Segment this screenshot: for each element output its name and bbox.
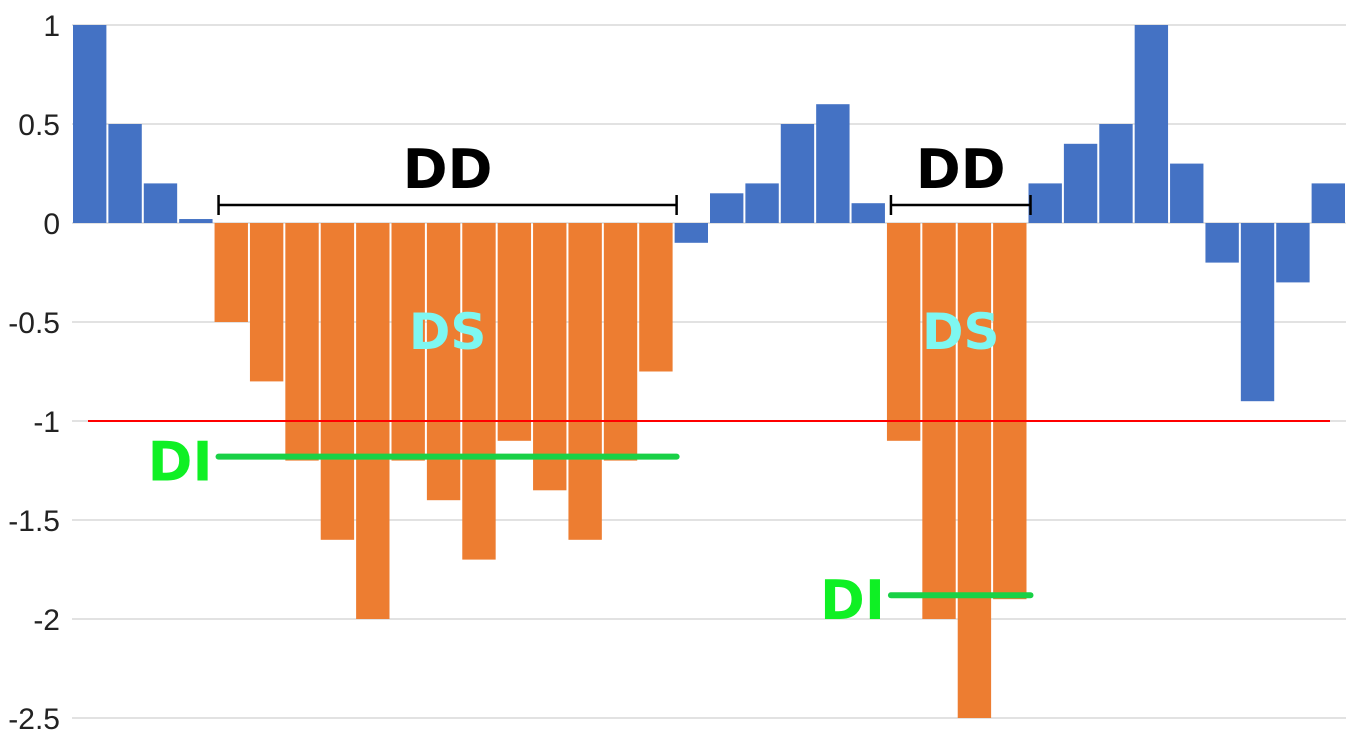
- bar: [780, 124, 815, 223]
- bar: [745, 183, 779, 223]
- bar: [143, 183, 178, 223]
- dd-label: DD: [916, 138, 1006, 201]
- y-tick-label: -1.5: [8, 505, 60, 538]
- bar: [1311, 183, 1345, 223]
- bar: [462, 223, 496, 560]
- bar: [1028, 183, 1062, 223]
- di-label: DI: [148, 431, 213, 494]
- dd-label: DD: [403, 138, 493, 201]
- bar: [886, 223, 921, 441]
- bar: [710, 193, 744, 223]
- annotations: DD DS DI DD DS DI: [148, 138, 1034, 632]
- bar: [497, 223, 532, 441]
- bar: [1276, 223, 1310, 283]
- ds-label: DS: [409, 303, 487, 361]
- bar: [1205, 223, 1239, 263]
- bar: [674, 223, 708, 243]
- bar: [993, 223, 1027, 600]
- y-tick-label: 0: [43, 208, 60, 241]
- bar: [851, 203, 885, 223]
- bar: [1240, 223, 1275, 402]
- bar: [816, 104, 850, 223]
- bar: [73, 25, 107, 223]
- bar: [1134, 25, 1169, 223]
- y-tick-label: -1: [33, 406, 60, 439]
- y-tick-label: 1: [43, 10, 60, 43]
- bar: [1063, 143, 1098, 223]
- bar: [1170, 163, 1204, 223]
- di-label: DI: [820, 569, 885, 632]
- bars: [73, 25, 1345, 718]
- bar: [249, 223, 284, 382]
- bar: [568, 223, 602, 540]
- y-axis-ticks: 1 0.5 0 -0.5 -1 -1.5 -2 -2.5: [8, 10, 60, 736]
- bar: [957, 223, 992, 718]
- bar: [533, 223, 567, 491]
- ds-label: DS: [922, 303, 1000, 361]
- bar: [214, 223, 248, 322]
- y-tick-label: -0.5: [8, 307, 60, 340]
- y-tick-label: 0.5: [18, 109, 60, 142]
- y-tick-label: -2.5: [8, 703, 60, 736]
- bar: [285, 223, 319, 461]
- y-tick-label: -2: [33, 604, 60, 637]
- bar: [1099, 124, 1133, 223]
- bar: [179, 219, 213, 223]
- bar: [320, 223, 355, 540]
- bar: [603, 223, 638, 461]
- bar: [108, 124, 142, 223]
- bar: [639, 223, 673, 372]
